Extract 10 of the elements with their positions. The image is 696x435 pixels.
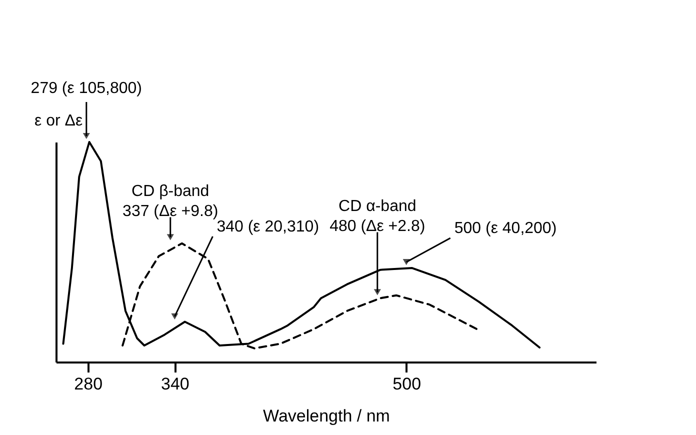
annotation: CD α-band 480 (Δε +2.8) — [330, 198, 426, 236]
x-tick-label: 340 — [161, 374, 190, 394]
annotation: CD β-band 337 (Δε +9.8) — [122, 183, 218, 220]
annotation: 500 (ε 40,200) — [454, 220, 557, 238]
x-axis-title: Wavelength / nm — [263, 406, 390, 426]
annotation: 279 (ε 105,800) — [30, 80, 142, 97]
y-axis-title: ε or Δε — [34, 112, 83, 130]
x-tick-label: 280 — [74, 374, 103, 394]
annotation: 340 (ε 20,310) — [216, 218, 320, 236]
x-tick-label: 500 — [392, 374, 422, 394]
